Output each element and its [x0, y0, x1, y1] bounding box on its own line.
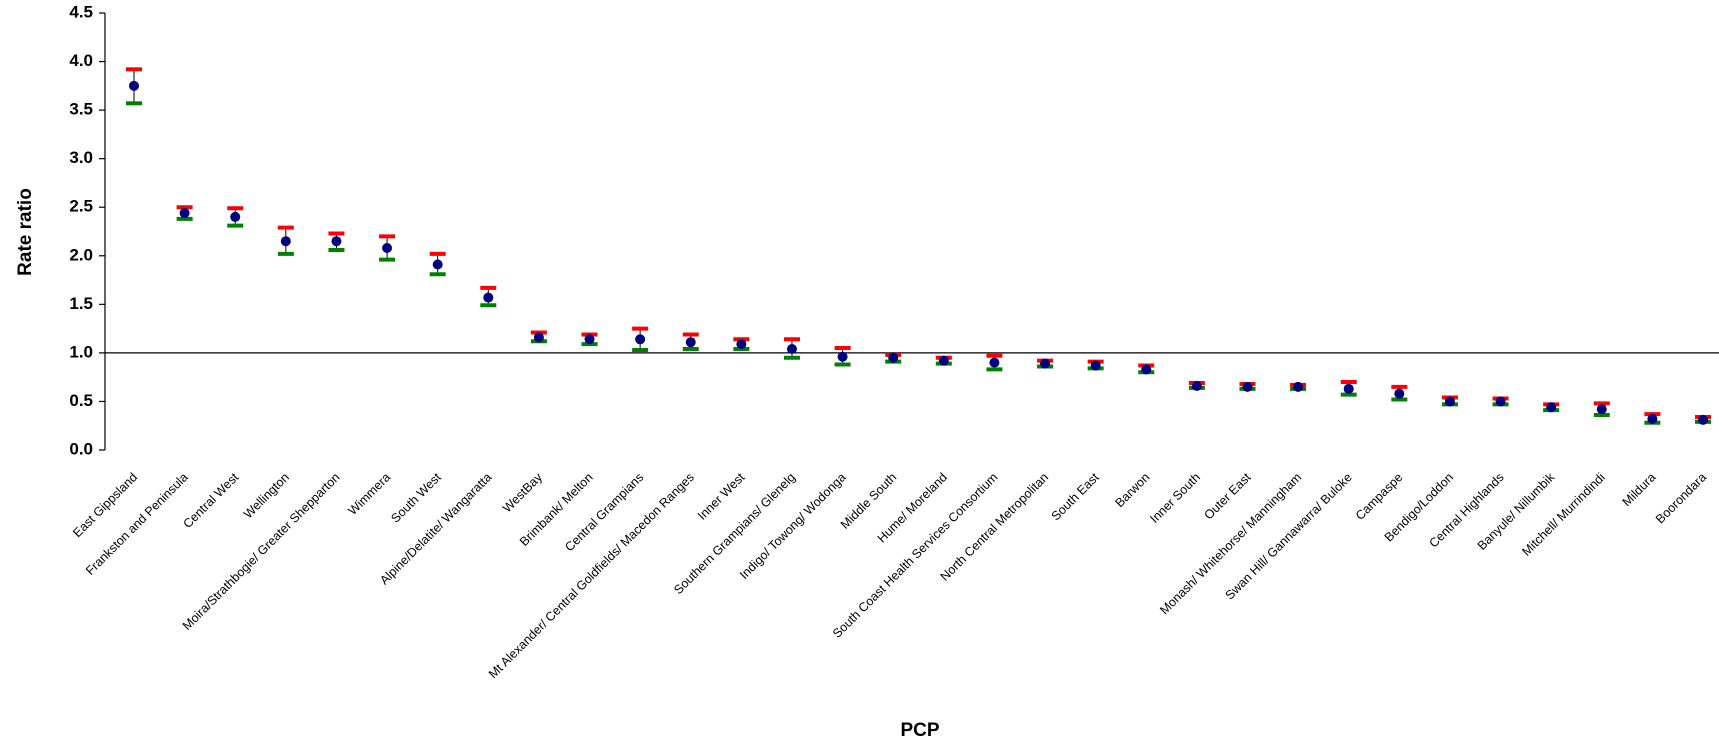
y-axis-title: Rate ratio: [15, 188, 36, 276]
point: [179, 208, 190, 219]
y-tick-label: 4.0: [69, 51, 93, 70]
point: [635, 334, 646, 345]
point: [1343, 383, 1354, 394]
point: [483, 292, 494, 303]
point: [533, 332, 544, 343]
x-tick-label: South West: [388, 470, 444, 526]
x-tick-label: Wimmera: [345, 470, 393, 518]
point: [1293, 381, 1304, 392]
point: [938, 355, 949, 366]
y-tick-label: 2.0: [69, 245, 93, 264]
point: [1698, 414, 1708, 425]
x-axis-title: PCP: [900, 720, 939, 741]
point: [331, 236, 342, 247]
point: [1090, 360, 1101, 371]
point: [280, 236, 291, 247]
point: [837, 351, 848, 362]
point: [129, 80, 139, 91]
point: [1242, 381, 1253, 392]
point: [736, 339, 747, 350]
point: [1596, 404, 1607, 415]
y-tick-label: 3.0: [69, 148, 93, 167]
point: [1040, 358, 1051, 369]
point: [1394, 388, 1405, 399]
point: [584, 334, 595, 345]
x-tick-label: Indigo/ Towong/ Wodonga: [737, 470, 849, 582]
x-tick-label: Outer East: [1201, 470, 1254, 523]
point: [1546, 402, 1557, 413]
y-tick-label: 2.5: [69, 197, 93, 216]
x-tick-label: Frankston and Peninsula: [83, 470, 191, 578]
x-tick-label: Campaspe: [1353, 470, 1406, 523]
point: [1141, 364, 1152, 375]
point: [1495, 396, 1506, 407]
x-tick-label: North Central Metropolitan: [938, 470, 1052, 584]
point: [382, 243, 393, 254]
x-tick-label: Boorondara: [1653, 470, 1709, 526]
point: [888, 352, 899, 363]
point: [432, 259, 443, 270]
x-tick-label: Central West: [181, 470, 242, 531]
point: [786, 344, 797, 355]
point: [230, 211, 241, 222]
x-tick-label: South East: [1049, 470, 1103, 524]
point: [1191, 380, 1202, 391]
x-tick-label: Inner West: [695, 470, 748, 523]
x-tick-label: Mildura: [1620, 470, 1659, 509]
x-tick-label: Wellington: [241, 470, 292, 521]
x-tick-label: Inner South: [1147, 470, 1203, 526]
y-tick-label: 0.0: [69, 439, 93, 458]
x-tick-label: WestBay: [500, 470, 546, 516]
y-tick-label: 3.5: [69, 100, 93, 119]
point: [1647, 413, 1658, 424]
y-tick-label: 1.0: [69, 342, 93, 361]
y-tick-label: 1.5: [69, 294, 93, 313]
y-tick-label: 0.5: [69, 391, 93, 410]
x-tick-label: Barwon: [1113, 470, 1153, 510]
point: [685, 337, 696, 348]
point: [1444, 396, 1455, 407]
point: [989, 357, 1000, 368]
y-tick-label: 4.5: [69, 2, 93, 21]
x-tick-label: Mitchell/ Murrindindi: [1519, 470, 1607, 558]
